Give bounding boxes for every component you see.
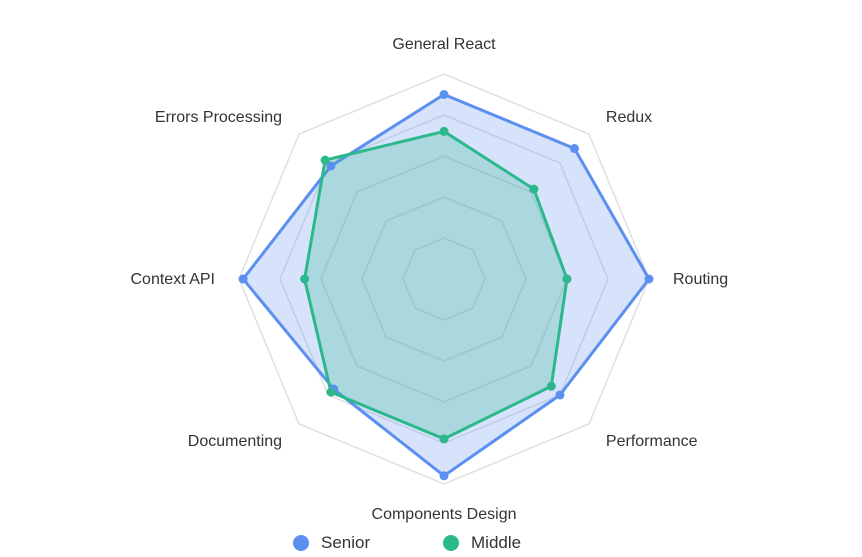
axis-label-components-design: Components Design <box>372 506 517 523</box>
point-middle-components-design[interactable] <box>439 434 449 444</box>
axis-labels: General React Redux Routing Performance Comp… <box>131 36 729 523</box>
legend-label-middle: Middle <box>471 533 522 552</box>
grid-ring-5 <box>238 73 650 485</box>
axis-label-documenting: Documenting <box>188 433 282 450</box>
axis-label-redux: Redux <box>606 109 652 126</box>
legend-label-senior: Senior <box>321 533 371 552</box>
point-middle-general-react[interactable] <box>439 126 449 136</box>
point-middle-routing[interactable] <box>562 274 572 284</box>
grid-ring-2 <box>361 196 527 362</box>
radar-series <box>238 90 654 481</box>
point-senior-performance[interactable] <box>555 390 565 400</box>
legend-item-middle[interactable]: Middle <box>443 533 521 553</box>
point-middle-errors-processing[interactable] <box>320 155 330 165</box>
legend-swatch-middle <box>443 535 459 551</box>
axis-label-routing: Routing <box>673 271 728 288</box>
grid-ring-1 <box>402 237 486 321</box>
axis-label-performance: Performance <box>606 433 698 450</box>
point-middle-performance[interactable] <box>546 381 556 391</box>
point-middle-context-api[interactable] <box>300 274 310 284</box>
legend: Senior Middle <box>0 533 862 557</box>
point-middle-documenting[interactable] <box>326 387 336 397</box>
axis-label-general-react: General React <box>392 36 496 53</box>
point-senior-redux[interactable] <box>569 144 579 154</box>
point-senior-routing[interactable] <box>644 274 654 284</box>
axis-label-context-api: Context API <box>131 271 216 288</box>
axis-label-errors-processing: Errors Processing <box>155 109 282 126</box>
point-senior-general-react[interactable] <box>439 90 449 99</box>
legend-swatch-senior <box>293 535 309 551</box>
point-senior-errors-processing[interactable] <box>326 161 336 171</box>
point-senior-components-design[interactable] <box>439 471 449 481</box>
point-middle-redux[interactable] <box>529 184 539 194</box>
point-senior-context-api[interactable] <box>238 274 248 284</box>
legend-item-senior[interactable]: Senior <box>293 533 370 553</box>
grid-ring-3 <box>320 155 568 403</box>
